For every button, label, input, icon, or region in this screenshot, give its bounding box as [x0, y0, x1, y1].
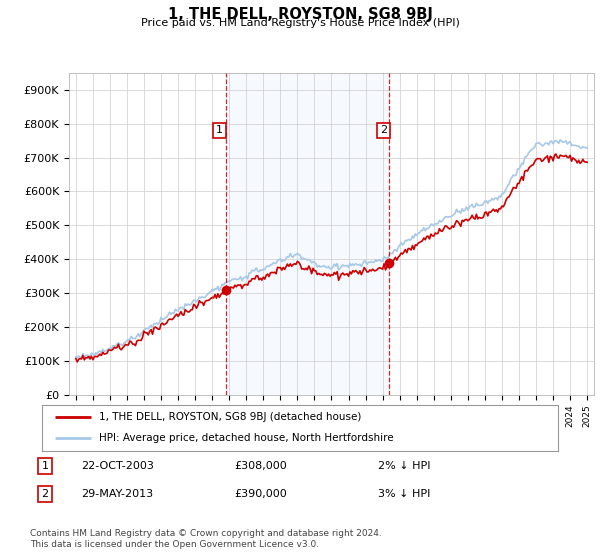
- Text: 2% ↓ HPI: 2% ↓ HPI: [378, 461, 431, 471]
- Text: 2: 2: [380, 125, 387, 136]
- Bar: [226, 73, 389, 395]
- Text: Contains HM Land Registry data © Crown copyright and database right 2024.
This d: Contains HM Land Registry data © Crown c…: [30, 529, 382, 549]
- Text: HPI: Average price, detached house, North Hertfordshire: HPI: Average price, detached house, Nort…: [99, 433, 394, 444]
- Text: 1: 1: [41, 461, 49, 471]
- Text: 3% ↓ HPI: 3% ↓ HPI: [378, 489, 430, 499]
- Text: 1: 1: [216, 125, 223, 136]
- Text: 1, THE DELL, ROYSTON, SG8 9BJ: 1, THE DELL, ROYSTON, SG8 9BJ: [167, 7, 433, 22]
- Text: £308,000: £308,000: [234, 461, 287, 471]
- Text: 22-OCT-2003: 22-OCT-2003: [81, 461, 154, 471]
- Text: 2: 2: [41, 489, 49, 499]
- Text: £390,000: £390,000: [234, 489, 287, 499]
- Text: 1, THE DELL, ROYSTON, SG8 9BJ (detached house): 1, THE DELL, ROYSTON, SG8 9BJ (detached …: [99, 412, 361, 422]
- Text: Price paid vs. HM Land Registry's House Price Index (HPI): Price paid vs. HM Land Registry's House …: [140, 18, 460, 28]
- Text: 29-MAY-2013: 29-MAY-2013: [81, 489, 153, 499]
